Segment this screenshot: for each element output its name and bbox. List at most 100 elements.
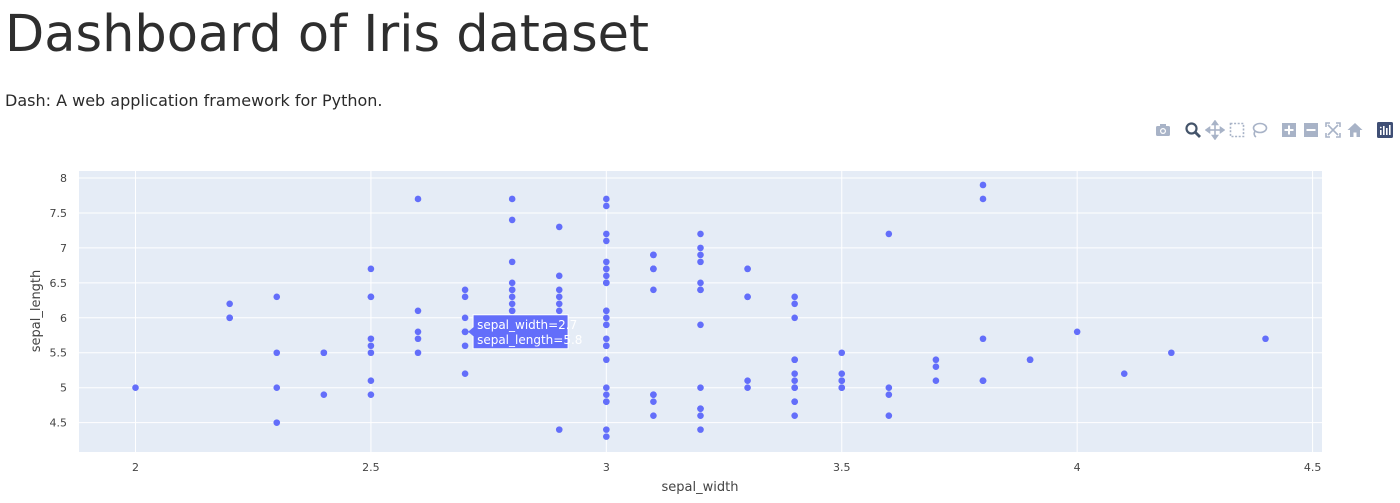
scatter-point[interactable] [1168,349,1175,357]
scatter-point[interactable] [1120,370,1128,378]
scatter-point[interactable] [603,391,610,398]
scatter-point[interactable] [838,377,846,385]
scatter-point[interactable] [650,412,657,419]
scatter-point[interactable] [744,293,751,301]
scatter-point[interactable] [603,272,610,280]
scatter-point[interactable] [697,405,704,412]
scatter-point[interactable] [226,300,233,308]
scatter-point[interactable] [885,412,893,419]
plotly-logo-icon[interactable] [1375,120,1395,140]
scatter-point[interactable] [744,384,751,391]
scatter-point[interactable] [461,293,469,301]
scatter-point[interactable] [603,356,610,364]
pan-icon[interactable] [1205,120,1225,140]
scatter-point[interactable] [555,286,563,294]
scatter-point[interactable] [932,377,940,385]
scatter-point[interactable] [603,265,610,273]
scatter-point[interactable] [838,349,846,357]
scatter-point[interactable] [461,342,469,350]
scatter-point[interactable] [1026,356,1034,364]
scatter-point[interactable] [603,426,610,433]
scatter-point[interactable] [508,293,516,301]
scatter-point[interactable] [838,370,846,378]
scatter-point[interactable] [508,286,516,294]
scatter-point[interactable] [744,377,751,385]
scatter-point[interactable] [273,384,281,391]
scatter-point[interactable] [791,314,798,322]
scatter-point[interactable] [885,391,893,398]
scatter-point[interactable] [744,265,751,273]
scatter-point[interactable] [555,272,563,280]
scatter-point[interactable] [414,328,422,336]
scatter-point[interactable] [603,279,610,287]
scatter-point[interactable] [697,321,704,329]
scatter-point[interactable] [555,426,563,433]
scatter-point[interactable] [791,370,798,378]
scatter-point[interactable] [555,307,563,315]
scatter-point[interactable] [979,377,987,385]
scatter-point[interactable] [603,314,610,322]
scatter-point[interactable] [461,314,469,322]
scatter-point[interactable] [650,286,657,294]
scatter-point[interactable] [367,349,375,357]
scatter-point[interactable] [461,370,469,378]
scatter-point[interactable] [838,384,846,391]
scatter-point[interactable] [555,223,563,231]
autoscale-icon[interactable] [1323,120,1343,140]
scatter-point[interactable] [932,356,940,364]
scatter-point[interactable] [603,307,610,315]
scatter-point[interactable] [697,412,704,419]
scatter-point[interactable] [508,216,516,224]
scatter-point[interactable] [414,307,422,315]
scatter-point[interactable] [508,279,516,287]
scatter-point[interactable] [320,391,328,398]
scatter-point[interactable] [603,342,610,350]
scatter-point[interactable] [650,391,657,398]
scatter-point[interactable] [508,195,516,203]
zoom-in-icon[interactable] [1279,120,1299,140]
scatter-point[interactable] [932,363,940,371]
scatter-point[interactable] [367,391,375,398]
scatter-point[interactable] [791,398,798,405]
plot-area[interactable] [79,171,1322,452]
scatter-point[interactable] [697,258,704,266]
scatter-point[interactable] [367,377,375,385]
scatter-point[interactable] [697,279,704,287]
scatter-point[interactable] [791,412,798,419]
scatter-point[interactable] [791,356,798,364]
scatter-point[interactable] [603,202,610,210]
reset-axes-icon[interactable] [1345,120,1365,140]
scatter-point[interactable] [555,293,563,301]
zoom-icon[interactable] [1183,120,1203,140]
scatter-point[interactable] [1073,328,1081,336]
scatter-point[interactable] [650,398,657,405]
scatter-point[interactable] [603,258,610,266]
scatter-point[interactable] [603,335,610,343]
scatter-point[interactable] [132,384,139,391]
scatter-point[interactable] [273,293,281,301]
scatter-point[interactable] [508,307,516,315]
box-select-icon[interactable] [1227,120,1247,140]
scatter-point[interactable] [885,384,893,391]
scatter-point[interactable] [1262,335,1269,343]
scatter-point[interactable] [555,300,563,308]
scatter-point[interactable] [697,426,704,433]
scatter-point[interactable] [273,419,281,426]
scatter-point[interactable] [367,293,375,301]
camera-icon[interactable] [1153,120,1173,140]
scatter-point[interactable] [697,286,704,294]
scatter-point[interactable] [697,251,704,259]
scatter-point[interactable] [273,349,281,357]
scatter-point[interactable] [367,342,375,350]
scatter-point[interactable] [508,258,516,266]
scatter-point[interactable] [885,230,893,238]
lasso-select-icon[interactable] [1249,120,1269,140]
scatter-point[interactable] [650,265,657,273]
scatter-point[interactable] [697,384,704,391]
scatter-point[interactable] [508,300,516,308]
scatter-point[interactable] [367,265,375,273]
scatter-point[interactable] [603,230,610,238]
scatter-point[interactable] [979,195,987,203]
scatter-point[interactable] [791,293,798,301]
scatter-point[interactable] [791,300,798,308]
